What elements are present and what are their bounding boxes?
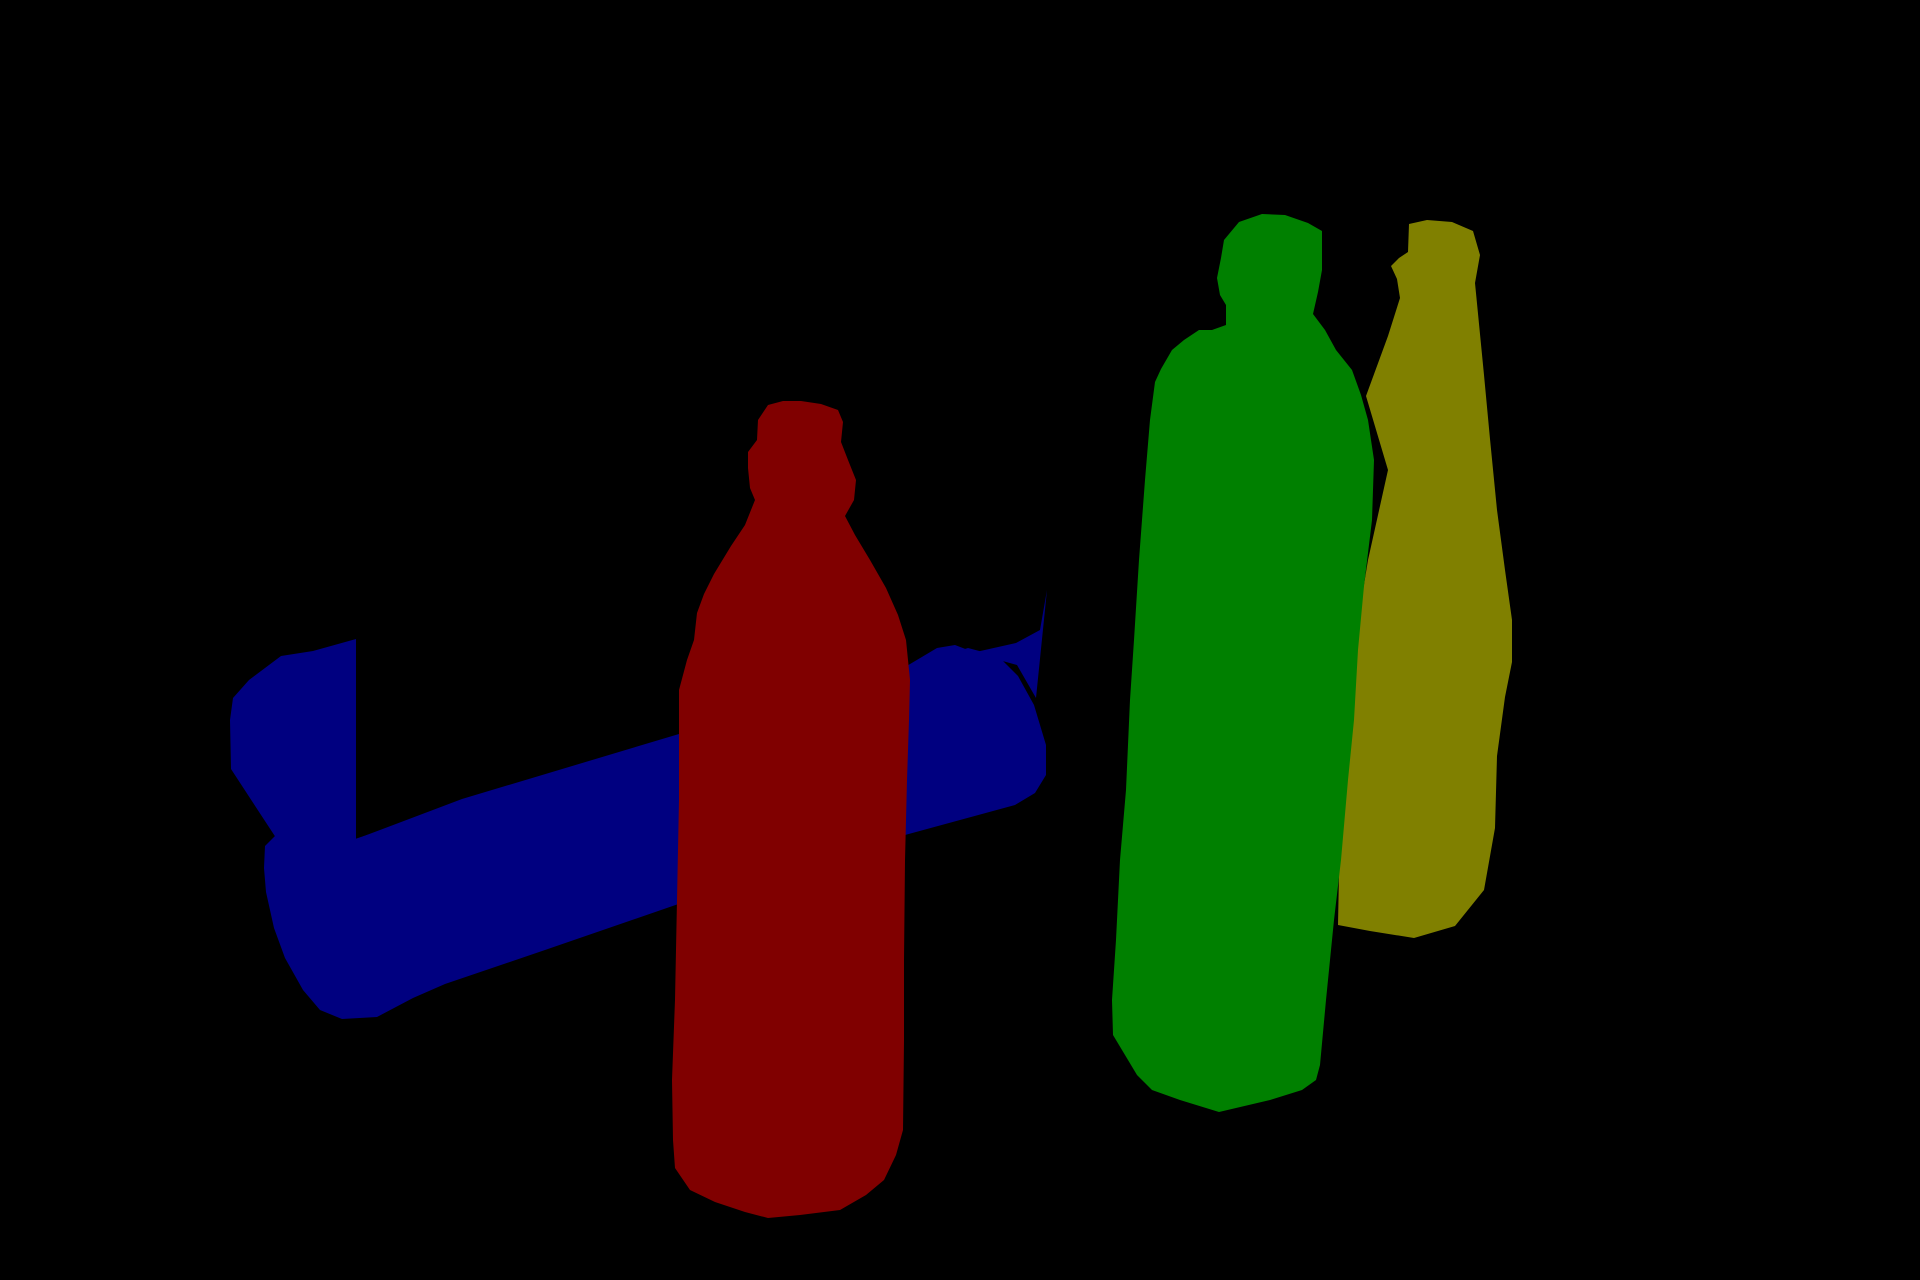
yellow-bottle-body: [1338, 220, 1512, 938]
red-bottle-body: [672, 401, 910, 1218]
green-bottle-body: [1112, 214, 1374, 1112]
